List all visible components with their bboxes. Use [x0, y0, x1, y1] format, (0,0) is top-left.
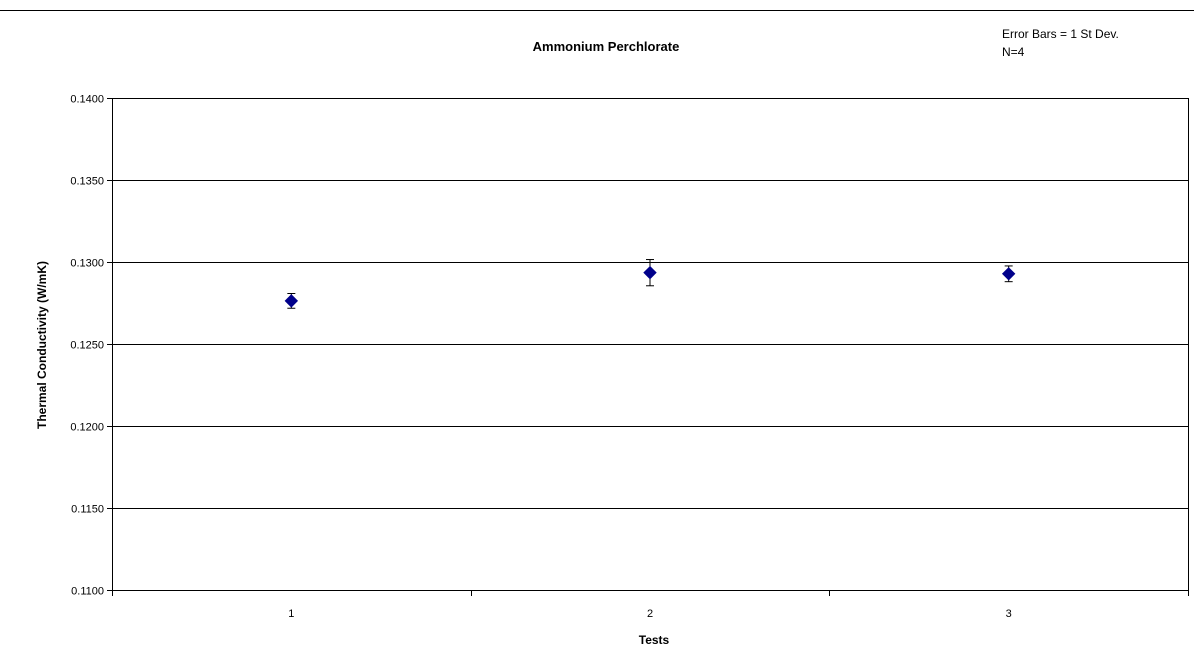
data-point-diamond [1001, 267, 1016, 281]
error-bar-note: Error Bars = 1 St Dev. [1002, 27, 1119, 41]
y-axis-title: Thermal Conductivity (W/mK) [35, 261, 49, 429]
data-point-diamond [643, 265, 657, 280]
chart-title: Ammonium Perchlorate [533, 39, 680, 54]
x-axis-ticks: 1 2 3 [112, 590, 1189, 620]
y-tick-label: 0.1250 [70, 340, 104, 352]
sample-size-note: N=4 [1002, 45, 1025, 59]
gridlines [112, 98, 1188, 509]
data-points [284, 265, 1016, 308]
y-tick-label: 0.1100 [71, 586, 104, 598]
y-tick-label: 0.1300 [70, 258, 104, 270]
y-tick-label: 0.1150 [71, 504, 104, 516]
y-tick-label: 0.1200 [70, 422, 104, 434]
y-axis-ticks: 0.1100 0.1150 0.1200 0.1250 0.1300 0.1350 0.14… [70, 94, 112, 598]
x-tick-label: 1 [288, 608, 294, 620]
x-tick-label: 3 [1006, 608, 1012, 620]
x-tick-label: 2 [647, 608, 653, 620]
data-point-diamond [284, 294, 299, 308]
y-tick-label: 0.1400 [70, 94, 104, 106]
x-axis-title: Tests [639, 633, 670, 647]
y-tick-label: 0.1350 [70, 176, 104, 188]
